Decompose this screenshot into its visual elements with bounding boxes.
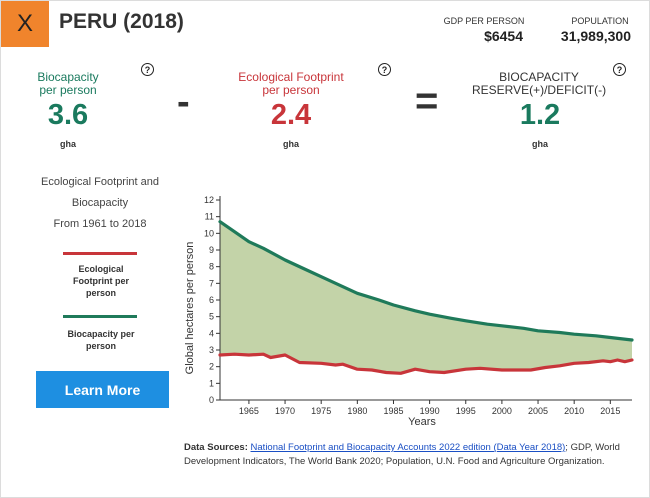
reserve-title-line2: RESERVE(+)/DEFICIT(-) bbox=[471, 83, 607, 97]
y-tick-label: 1 bbox=[209, 378, 214, 388]
x-axis-label: Years bbox=[408, 416, 436, 428]
population-value: 31,989,300 bbox=[560, 28, 631, 44]
biocapacity-title: Biocapacity per person bbox=[23, 71, 113, 97]
y-axis-label: Global hectares per person bbox=[184, 242, 196, 375]
y-tick-label: 6 bbox=[209, 295, 214, 305]
y-tick-label: 12 bbox=[204, 195, 214, 205]
legend-biocapacity-line1: Biocapacity per bbox=[67, 329, 135, 339]
data-sources-rest: ; GDP, World Development Indicators, The… bbox=[184, 442, 620, 467]
reserve-help-icon[interactable]: ? bbox=[613, 63, 626, 76]
reserve-unit: gha bbox=[531, 139, 548, 149]
y-tick-label: 0 bbox=[209, 395, 214, 405]
legend-footprint-line1: Ecological bbox=[78, 264, 124, 274]
learn-more-button[interactable]: Learn More bbox=[36, 371, 169, 408]
x-tick-label: 1990 bbox=[420, 406, 440, 416]
footprint-unit: gha bbox=[282, 139, 299, 149]
minus-sign: - bbox=[177, 81, 190, 123]
chart-description: Ecological Footprint and Biocapacity Fro… bbox=[33, 172, 167, 235]
x-tick-label: 2015 bbox=[600, 406, 620, 416]
x-tick-label: 2010 bbox=[564, 406, 584, 416]
biocapacity-line bbox=[218, 220, 634, 342]
reserve-title: BIOCAPACITY RESERVE(+)/DEFICIT(-) bbox=[469, 71, 609, 97]
y-tick-label: 8 bbox=[209, 262, 214, 272]
footprint-help-icon[interactable]: ? bbox=[378, 63, 391, 76]
chart-description-line1: Ecological Footprint and bbox=[40, 176, 159, 188]
footprint-value: 2.4 bbox=[270, 99, 312, 131]
y-tick-label: 11 bbox=[205, 212, 214, 222]
legend-footprint-label: Ecological Footprint per person bbox=[55, 263, 147, 299]
chart-description-line3: From 1961 to 2018 bbox=[53, 218, 147, 230]
legend-footprint-line2: Footprint per bbox=[73, 276, 129, 286]
x-tick-label: 1970 bbox=[275, 406, 295, 416]
biocapacity-unit: gha bbox=[59, 139, 76, 149]
y-tick-label: 4 bbox=[209, 328, 214, 338]
footprint-title-line1: Ecological Footprint bbox=[238, 70, 344, 84]
x-tick-label: 2005 bbox=[528, 406, 548, 416]
footprint-title: Ecological Footprint per person bbox=[229, 71, 353, 97]
legend-footprint-swatch bbox=[63, 252, 137, 255]
data-sources: Data Sources: National Footprint and Bio… bbox=[184, 441, 634, 469]
reserve-area-fill bbox=[220, 221, 632, 374]
y-tick-label: 3 bbox=[209, 345, 214, 355]
data-sources-label: Data Sources: bbox=[184, 442, 248, 453]
biocapacity-title-line2: per person bbox=[39, 83, 97, 97]
x-tick-label: 1985 bbox=[383, 406, 403, 416]
y-tick-label: 10 bbox=[204, 228, 214, 238]
y-tick-label: 2 bbox=[209, 362, 214, 372]
x-tick-label: 1975 bbox=[311, 406, 331, 416]
footprint-line bbox=[218, 352, 634, 375]
legend-biocapacity-label: Biocapacity per person bbox=[55, 328, 147, 352]
x-tick-label: 1995 bbox=[456, 406, 476, 416]
chart-description-line2: Biocapacity bbox=[71, 197, 129, 209]
y-tick-label: 5 bbox=[209, 312, 214, 322]
gdp-label: GDP PER PERSON bbox=[443, 16, 525, 26]
x-tick-label: 2000 bbox=[492, 406, 512, 416]
legend-footprint-line3: person bbox=[85, 288, 116, 298]
y-tick-label: 9 bbox=[209, 245, 214, 255]
biocapacity-value: 3.6 bbox=[47, 99, 89, 131]
close-button[interactable]: X bbox=[1, 1, 49, 47]
legend-biocapacity-line2: person bbox=[85, 341, 116, 351]
reserve-title-line1: BIOCAPACITY bbox=[499, 70, 579, 84]
equals-sign: = bbox=[415, 79, 439, 123]
reserve-value: 1.2 bbox=[519, 99, 561, 131]
y-tick-label: 7 bbox=[209, 278, 214, 288]
biocapacity-title-line1: Biocapacity bbox=[37, 70, 99, 84]
data-sources-link[interactable]: National Footprint and Biocapacity Accou… bbox=[250, 442, 566, 453]
x-tick-label: 1965 bbox=[239, 406, 259, 416]
footprint-title-line2: per person bbox=[262, 83, 320, 97]
population-label: POPULATION bbox=[571, 16, 629, 26]
x-tick-label: 1980 bbox=[347, 406, 367, 416]
country-title: PERU (2018) bbox=[59, 10, 184, 33]
legend-biocapacity-swatch bbox=[63, 315, 137, 318]
gdp-value: $6454 bbox=[484, 28, 523, 44]
biocapacity-help-icon[interactable]: ? bbox=[141, 63, 154, 76]
